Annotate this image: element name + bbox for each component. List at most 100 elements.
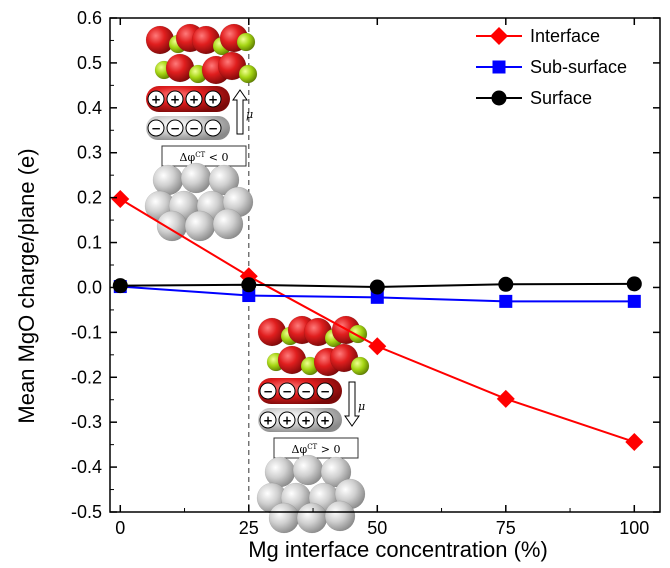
data-point (111, 189, 130, 208)
metal-atom (184, 210, 216, 242)
legend-label: Sub-surface (530, 57, 627, 77)
charge-sign: − (320, 385, 330, 399)
data-point (370, 290, 384, 304)
charge-sign: − (170, 122, 180, 136)
charge-circle (259, 382, 277, 400)
metal-atom (208, 164, 240, 196)
charge-sign: + (170, 93, 180, 107)
legend-item-interface: Interface (476, 26, 600, 46)
y-tick-label: 0.6 (77, 8, 102, 28)
charge-sign: + (320, 414, 330, 428)
metal-atom (268, 502, 300, 534)
x-tick-label: 75 (496, 518, 516, 538)
y-tick-label: -0.3 (71, 412, 102, 432)
charge-sign: + (263, 414, 273, 428)
charge-sign: − (282, 385, 292, 399)
y-tick-label: -0.5 (71, 502, 102, 522)
series-sub-surface (113, 280, 641, 308)
axes-layer: 0 25 50 75 100 -0.5 -0.4 -0.3 -0.2 -0.1 0.0 0.1 0.2 0… (71, 8, 661, 538)
data-point (241, 277, 257, 293)
y-tick-label: 0.3 (77, 143, 102, 163)
charge-circle (185, 90, 203, 108)
charge-circle (278, 382, 296, 400)
charge-circle (297, 411, 315, 429)
metal-atom (180, 162, 212, 194)
x-tick-label: 100 (619, 518, 649, 538)
y-tick-label: -0.2 (71, 367, 102, 387)
metal-atom (212, 208, 244, 240)
metal-atom (296, 502, 328, 534)
legend-label: Interface (530, 26, 600, 46)
charge-circle (185, 119, 203, 137)
charge-circle (166, 90, 184, 108)
data-point (368, 337, 387, 356)
charge-sign: + (282, 414, 292, 428)
charge-sign: − (208, 122, 218, 136)
series-surface (112, 276, 642, 295)
data-point (242, 289, 256, 303)
y-tick-label: -0.4 (71, 457, 102, 477)
inset-label: ΔφCT < 0 (180, 151, 229, 164)
magnesium-atom (238, 64, 258, 84)
legend-marker (490, 27, 508, 45)
data-point (498, 276, 514, 292)
legend: Interface Sub-surface Surface (476, 26, 627, 108)
legend-marker (492, 60, 506, 74)
x-axis-title: Mg interface concentration (%) (248, 537, 548, 562)
charge-sign: − (301, 385, 311, 399)
metal-atom (324, 500, 356, 532)
inset-label: ΔφCT > 0 (292, 443, 341, 456)
charge-circle (204, 119, 222, 137)
y-axis-title: Mean MgO charge/plane (e) (14, 148, 39, 423)
legend-item-surface: Surface (476, 88, 592, 108)
charge-sign: + (208, 93, 218, 107)
dipole-mu-label: μ (358, 400, 365, 413)
legend-label: Surface (530, 88, 592, 108)
dipole-mu-label: μ (246, 108, 253, 121)
charge-circle (259, 411, 277, 429)
charge-sign: − (189, 122, 199, 136)
y-tick-label: 0.0 (77, 277, 102, 297)
metal-atom (320, 456, 352, 488)
y-tick-label: 0.4 (77, 98, 102, 118)
charge-circle (316, 411, 334, 429)
charge-circle (278, 411, 296, 429)
y-tick-label: 0.1 (77, 233, 102, 253)
charge-circle (204, 90, 222, 108)
charge-sign: − (263, 385, 273, 399)
magnesium-atom (350, 356, 370, 376)
charge-sign: + (301, 414, 311, 428)
legend-item-sub-surface: Sub-surface (476, 57, 627, 77)
data-point (627, 294, 641, 308)
charge-sign: + (189, 93, 199, 107)
magnesium-atom (236, 32, 256, 52)
x-tick-label: 0 (115, 518, 125, 538)
dipole-arrow-down-icon (344, 381, 360, 427)
metal-atom (152, 164, 184, 196)
data-point (112, 278, 128, 294)
charge-circle (147, 90, 165, 108)
metal-atom (292, 454, 324, 486)
data-point (369, 279, 385, 295)
charge-circle (147, 119, 165, 137)
charge-sign: + (151, 93, 161, 107)
data-point (496, 389, 515, 408)
charge-circle (166, 119, 184, 137)
y-tick-label: 0.2 (77, 188, 102, 208)
series-layer (111, 189, 644, 451)
data-point (499, 294, 513, 308)
data-point (625, 432, 644, 451)
charge-circle (297, 382, 315, 400)
x-tick-label: 50 (367, 518, 387, 538)
x-tick-label: 25 (239, 518, 259, 538)
charge-circle (316, 382, 334, 400)
y-tick-label: -0.1 (71, 322, 102, 342)
data-point (626, 276, 642, 292)
legend-marker (491, 90, 507, 106)
charge-sign: − (151, 122, 161, 136)
dipole-arrow-up-icon (232, 89, 248, 135)
